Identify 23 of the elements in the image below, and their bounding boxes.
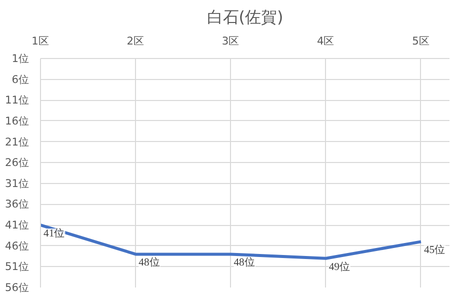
data-label: 48位 <box>234 256 256 269</box>
chart-title: 白石(佐賀) <box>206 8 284 26</box>
y-tick-label: 51位 <box>4 260 30 274</box>
y-tick-label: 1位 <box>12 52 30 65</box>
data-label: 48位 <box>138 256 160 269</box>
y-tick-label: 6位 <box>12 72 30 86</box>
y-tick-label: 36位 <box>4 198 30 211</box>
y-tick-label: 21位 <box>4 135 30 148</box>
x-tick-label: 4区 <box>316 34 335 48</box>
data-label: 45位 <box>424 244 446 256</box>
x-tick-label: 5区 <box>412 34 430 48</box>
y-tick-label: 31位 <box>4 176 30 190</box>
x-tick-label: 1区 <box>32 34 50 48</box>
y-tick-label: 26位 <box>4 156 30 170</box>
y-tick-label: 41位 <box>4 218 30 232</box>
data-label: 49位 <box>328 260 351 273</box>
data-label: 41位 <box>44 228 66 240</box>
y-tick-label: 11位 <box>4 94 30 107</box>
x-tick-label: 3区 <box>222 34 240 48</box>
y-tick-label: 16位 <box>4 114 30 128</box>
x-tick-label: 2区 <box>126 34 145 48</box>
y-tick-label: 56位 <box>4 281 30 294</box>
y-tick-label: 46位 <box>4 239 30 252</box>
